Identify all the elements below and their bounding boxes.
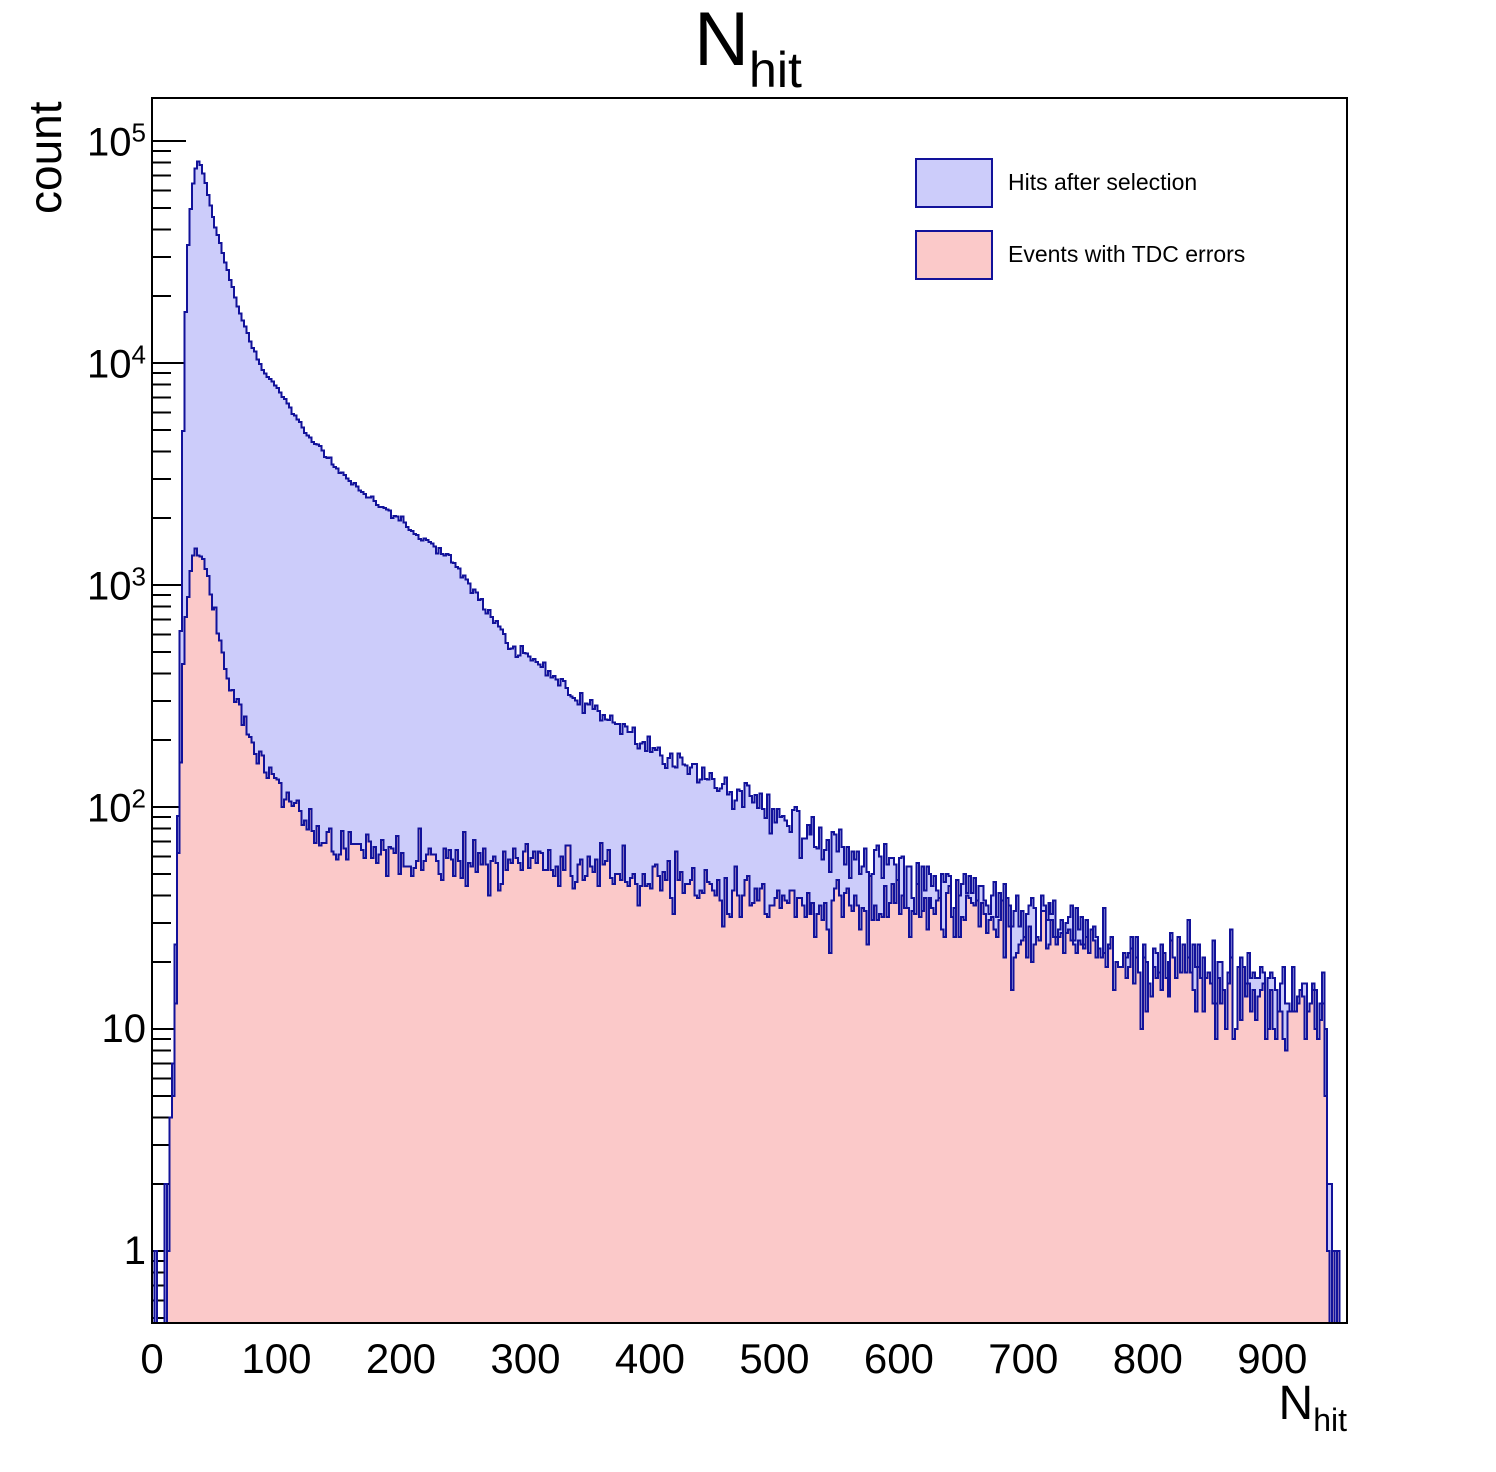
legend-entry-tdc: Events with TDC errors bbox=[915, 230, 1245, 280]
x-tick-label: 600 bbox=[863, 1335, 934, 1382]
chart-title-sub: hit bbox=[749, 42, 802, 98]
x-tick-label: 300 bbox=[490, 1335, 561, 1382]
legend-label-tdc: Events with TDC errors bbox=[1008, 241, 1246, 268]
x-tick-label: 500 bbox=[739, 1335, 810, 1382]
y-tick-label: 105 bbox=[87, 117, 146, 165]
histogram-fill-1 bbox=[152, 548, 1347, 1323]
x-tick-label: 100 bbox=[241, 1335, 312, 1382]
x-tick-label: 0 bbox=[140, 1335, 164, 1382]
x-axis-title-sub: hit bbox=[1313, 1402, 1347, 1438]
plot-frame bbox=[151, 97, 1348, 1324]
legend-swatch-hits bbox=[915, 158, 993, 208]
legend-entry-hits: Hits after selection bbox=[915, 158, 1197, 208]
legend-swatch-tdc bbox=[915, 230, 993, 280]
y-axis-title: count bbox=[19, 101, 71, 214]
legend-label-hits: Hits after selection bbox=[1008, 169, 1198, 196]
y-tick-label: 10 bbox=[101, 1007, 147, 1051]
y-tick-label: 1 bbox=[123, 1229, 146, 1273]
x-axis-title-main: N bbox=[1278, 1377, 1314, 1430]
x-tick-label: 700 bbox=[988, 1335, 1059, 1382]
chart-title: Nhit bbox=[0, 0, 1496, 98]
y-tick-label: 102 bbox=[87, 783, 146, 831]
x-tick-label: 800 bbox=[1112, 1335, 1183, 1382]
chart-title-main: N bbox=[694, 0, 750, 82]
y-tick-label: 104 bbox=[87, 339, 146, 387]
histogram-outline-1 bbox=[152, 547, 1347, 1324]
x-tick-label: 400 bbox=[614, 1335, 685, 1382]
x-tick-label: 900 bbox=[1237, 1335, 1308, 1382]
y-tick-label: 103 bbox=[87, 561, 146, 609]
x-tick-label: 200 bbox=[365, 1335, 436, 1382]
x-axis-title: Nhit bbox=[1278, 1377, 1347, 1438]
